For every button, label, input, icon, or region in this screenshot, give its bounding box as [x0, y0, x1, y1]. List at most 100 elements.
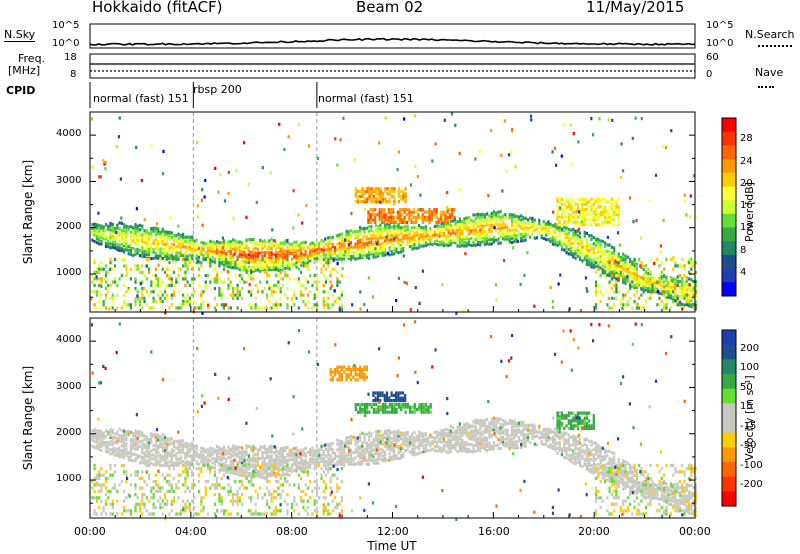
- velocity-cell: [340, 451, 343, 455]
- power-cell: [687, 286, 691, 290]
- power-cell: [565, 205, 568, 209]
- power-cell: [118, 227, 121, 231]
- power-cell: [377, 233, 380, 237]
- power-cell: [690, 303, 693, 307]
- power-cell: [387, 218, 390, 222]
- power-cell: [236, 246, 239, 250]
- power-cell: [163, 242, 167, 247]
- power-cell: [604, 251, 607, 255]
- power-cell: [143, 254, 146, 258]
- power-cell: [324, 280, 328, 284]
- power-cell: [222, 251, 225, 255]
- power-cell: [399, 220, 402, 224]
- power-cell: [113, 277, 117, 281]
- power-cell: [372, 255, 375, 259]
- power-cell: [597, 240, 600, 244]
- velocity-cell: [104, 429, 108, 433]
- velocity-cell: [297, 483, 300, 487]
- velocity-cell: [154, 456, 157, 460]
- power-cell: [380, 217, 383, 221]
- power-cell: [694, 284, 697, 288]
- power-cell: [100, 261, 103, 265]
- velocity-cell: [220, 458, 223, 462]
- power-cell: [378, 194, 381, 198]
- velocity-cell: [172, 463, 176, 467]
- velocity-cell: [132, 459, 135, 463]
- power-cell: [368, 256, 371, 260]
- power-cell: [581, 239, 584, 243]
- velocity-cell: [295, 502, 298, 506]
- power-cell: [191, 257, 194, 261]
- power-cell: [449, 226, 452, 230]
- power-cell: [111, 306, 114, 310]
- power-cell: [141, 248, 144, 252]
- velocity-cell: [234, 480, 237, 484]
- power-cell: [436, 224, 439, 228]
- velocity-cell: [102, 440, 105, 444]
- power-cell: [111, 237, 114, 241]
- velocity-cell: [338, 512, 341, 516]
- velocity-cell: [186, 454, 189, 458]
- power-cell: [175, 250, 178, 255]
- power-cell: [608, 212, 611, 217]
- power-cell: [579, 215, 582, 219]
- velocity-cell: [234, 445, 237, 449]
- power-cell: [313, 303, 316, 307]
- power-cell: [387, 210, 390, 214]
- power-cell: [306, 254, 309, 258]
- velocity-cell: [200, 502, 203, 506]
- power-cell: [563, 233, 566, 237]
- power-cell: [687, 304, 691, 308]
- power-cell: [417, 208, 420, 212]
- power-cell: [393, 197, 396, 201]
- power-cell: [576, 205, 579, 209]
- velocity-cell: [354, 439, 357, 443]
- velocity-cell: [148, 473, 151, 477]
- velocity-cell: [123, 449, 126, 453]
- velocity-cell: [152, 463, 155, 467]
- velocity-cell: [170, 486, 173, 490]
- power-cell: [665, 293, 668, 297]
- power-cell: [353, 158, 356, 162]
- power-cell: [465, 228, 468, 232]
- power-cell: [125, 264, 128, 268]
- power-cell: [150, 256, 153, 261]
- power-cell: [223, 303, 226, 307]
- power-cell: [157, 293, 160, 297]
- velocity-cell: [170, 502, 173, 506]
- power-cell: [250, 269, 253, 273]
- power-cell: [170, 246, 173, 250]
- power-cell: [284, 249, 287, 253]
- power-cell: [479, 216, 482, 220]
- velocity-cell: [347, 462, 350, 466]
- power-cell: [410, 220, 413, 224]
- power-cell: [331, 242, 334, 246]
- velocity-cell: [216, 486, 219, 490]
- velocity-cell: [218, 483, 221, 487]
- velocity-cell: [163, 435, 167, 439]
- velocity-cell: [338, 462, 341, 466]
- velocity-cell: [170, 499, 173, 503]
- velocity-cell: [136, 445, 139, 449]
- power-cell: [125, 224, 128, 228]
- power-cell: [376, 242, 379, 246]
- power-cell: [247, 267, 250, 271]
- power-cell: [549, 239, 552, 243]
- power-cell: [250, 306, 253, 310]
- power-cell: [218, 255, 221, 259]
- power-cell: [272, 290, 275, 294]
- velocity-cell: [311, 489, 314, 493]
- velocity-cell: [109, 435, 112, 439]
- power-cell: [492, 216, 495, 220]
- power-cell: [384, 189, 387, 193]
- velocity-cell: [336, 506, 339, 510]
- power-cell: [372, 245, 375, 249]
- power-cell: [288, 251, 291, 255]
- velocity-cell: [123, 463, 126, 467]
- power-cell: [182, 293, 185, 297]
- velocity-cell: [116, 499, 119, 503]
- power-cell: [458, 228, 461, 232]
- power-cell: [388, 246, 391, 250]
- velocity-cell: [188, 454, 191, 458]
- power-cell: [472, 232, 475, 236]
